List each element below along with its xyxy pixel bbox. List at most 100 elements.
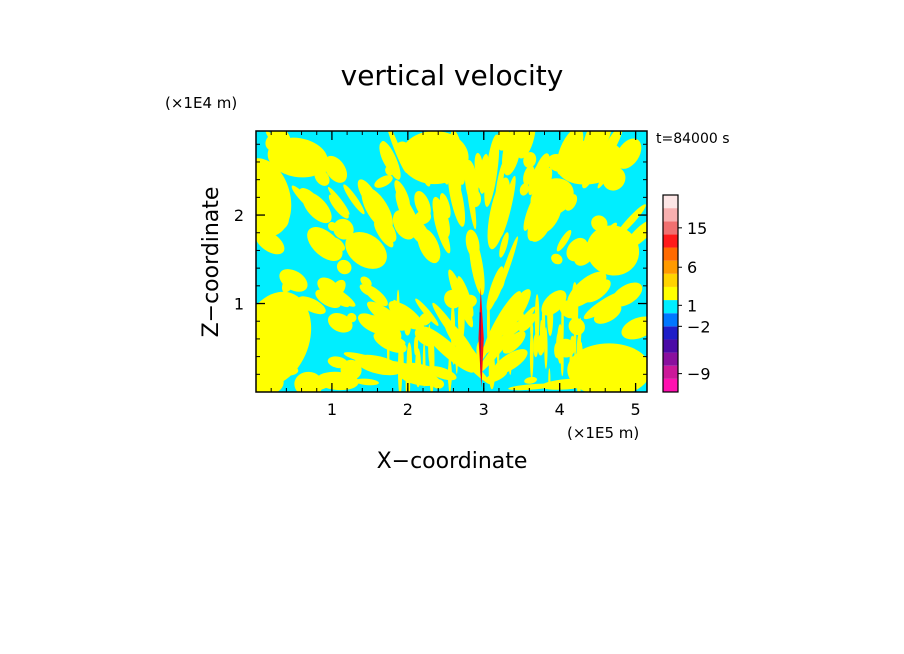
updraft-core: [478, 287, 484, 388]
positive-streak: [327, 356, 348, 369]
positive-streak: [508, 383, 556, 391]
positive-streak: [333, 218, 354, 240]
positive-streak: [277, 191, 288, 201]
positive-streak: [524, 376, 538, 384]
positive-streak: [566, 237, 589, 262]
positive-streak: [597, 153, 620, 189]
positive-streak: [468, 189, 482, 208]
positive-streak: [275, 215, 289, 231]
positive-streak: [279, 269, 308, 292]
positive-streak: [432, 196, 450, 238]
positive-streak: [281, 146, 297, 161]
positive-streak: [414, 190, 431, 218]
positive-filament: [457, 295, 465, 342]
positive-streak: [374, 175, 393, 188]
positive-streak: [472, 168, 488, 188]
positive-streak: [564, 194, 578, 211]
positive-streak: [359, 284, 373, 296]
positive-streak: [626, 219, 647, 249]
positive-streak: [595, 365, 616, 385]
positive-streak: [531, 153, 550, 195]
positive-streak: [297, 296, 326, 315]
positive-streak: [499, 289, 531, 336]
positive-streak: [523, 165, 535, 186]
positive-streak: [615, 204, 646, 238]
positive-filament: [422, 341, 426, 387]
positive-streak: [293, 158, 304, 169]
positive-streak: [477, 303, 512, 364]
colorbar-tick-label: −2: [687, 317, 711, 336]
positive-streak: [302, 192, 332, 224]
positive-streak: [313, 160, 327, 175]
positive-filament: [396, 289, 400, 327]
positive-filament: [404, 317, 411, 336]
positive-streak: [515, 131, 536, 159]
positive-streak: [394, 180, 410, 209]
positive-streak: [611, 282, 643, 307]
colorbar-bin: [663, 300, 678, 314]
time-label: t=84000 s: [656, 131, 730, 147]
positive-filament: [530, 322, 534, 339]
positive-velocity-regions: [256, 131, 647, 392]
positive-streak: [551, 253, 563, 265]
x-tick-label: 1: [327, 400, 337, 419]
positive-filament: [547, 294, 554, 337]
x-tick-label: 5: [631, 400, 641, 419]
positive-streak: [503, 133, 512, 150]
positive-filament: [570, 335, 576, 353]
positive-filament: [428, 324, 431, 362]
colorbar-bin: [663, 286, 678, 301]
positive-streak: [256, 208, 278, 230]
colorbar-tick-label: 6: [687, 258, 697, 277]
colorbar-bin: [663, 208, 678, 222]
positive-streak: [593, 303, 622, 324]
y-axis: 12: [234, 143, 647, 375]
colorbar-tick-label: 1: [687, 296, 697, 315]
colorbar-bin: [663, 273, 678, 287]
positive-streak: [487, 177, 511, 250]
positive-streak: [486, 266, 504, 312]
positive-streak: [556, 229, 572, 252]
positive-streak: [456, 343, 470, 358]
x-tick-label: 3: [479, 400, 489, 419]
positive-streak: [328, 194, 349, 219]
positive-filament: [509, 361, 512, 375]
positive-streak: [621, 316, 647, 340]
colorbar-bin: [663, 221, 678, 235]
positive-streak: [315, 289, 341, 309]
y-unit-label: (×1E4 m): [165, 94, 237, 112]
positive-streak: [435, 160, 453, 182]
positive-streak: [283, 317, 293, 333]
positive-streak: [324, 155, 348, 183]
positive-streak: [343, 352, 387, 366]
colorbar-bin: [663, 260, 678, 274]
positive-filament: [486, 298, 490, 348]
positive-streak: [465, 229, 480, 258]
positive-filament: [406, 342, 413, 381]
positive-streak: [433, 209, 451, 254]
positive-filament: [534, 294, 540, 345]
positive-filament: [571, 282, 579, 336]
positive-filament: [415, 348, 422, 388]
positive-streak: [442, 142, 456, 166]
positive-streak: [420, 162, 431, 187]
colorbar: 15 6 1 −2 −9: [662, 194, 711, 393]
colorbar-bin: [663, 195, 678, 209]
positive-streak: [494, 236, 518, 302]
x-tick-label: 4: [555, 400, 565, 419]
positive-filament: [413, 336, 417, 356]
positive-streak: [361, 187, 393, 231]
colorbar-bin: [663, 326, 678, 340]
positive-streak: [380, 141, 401, 180]
positive-streak: [461, 294, 477, 308]
colorbar-bin: [663, 234, 678, 248]
positive-streak: [327, 221, 338, 232]
colorbar-frame: [662, 194, 679, 393]
positive-filament: [387, 330, 390, 370]
positive-streak: [370, 315, 386, 327]
positive-streak: [523, 152, 537, 168]
chart-title: vertical velocity: [341, 59, 564, 92]
positive-streak: [450, 131, 466, 185]
positive-filament: [544, 327, 548, 369]
positive-streak: [582, 174, 592, 189]
